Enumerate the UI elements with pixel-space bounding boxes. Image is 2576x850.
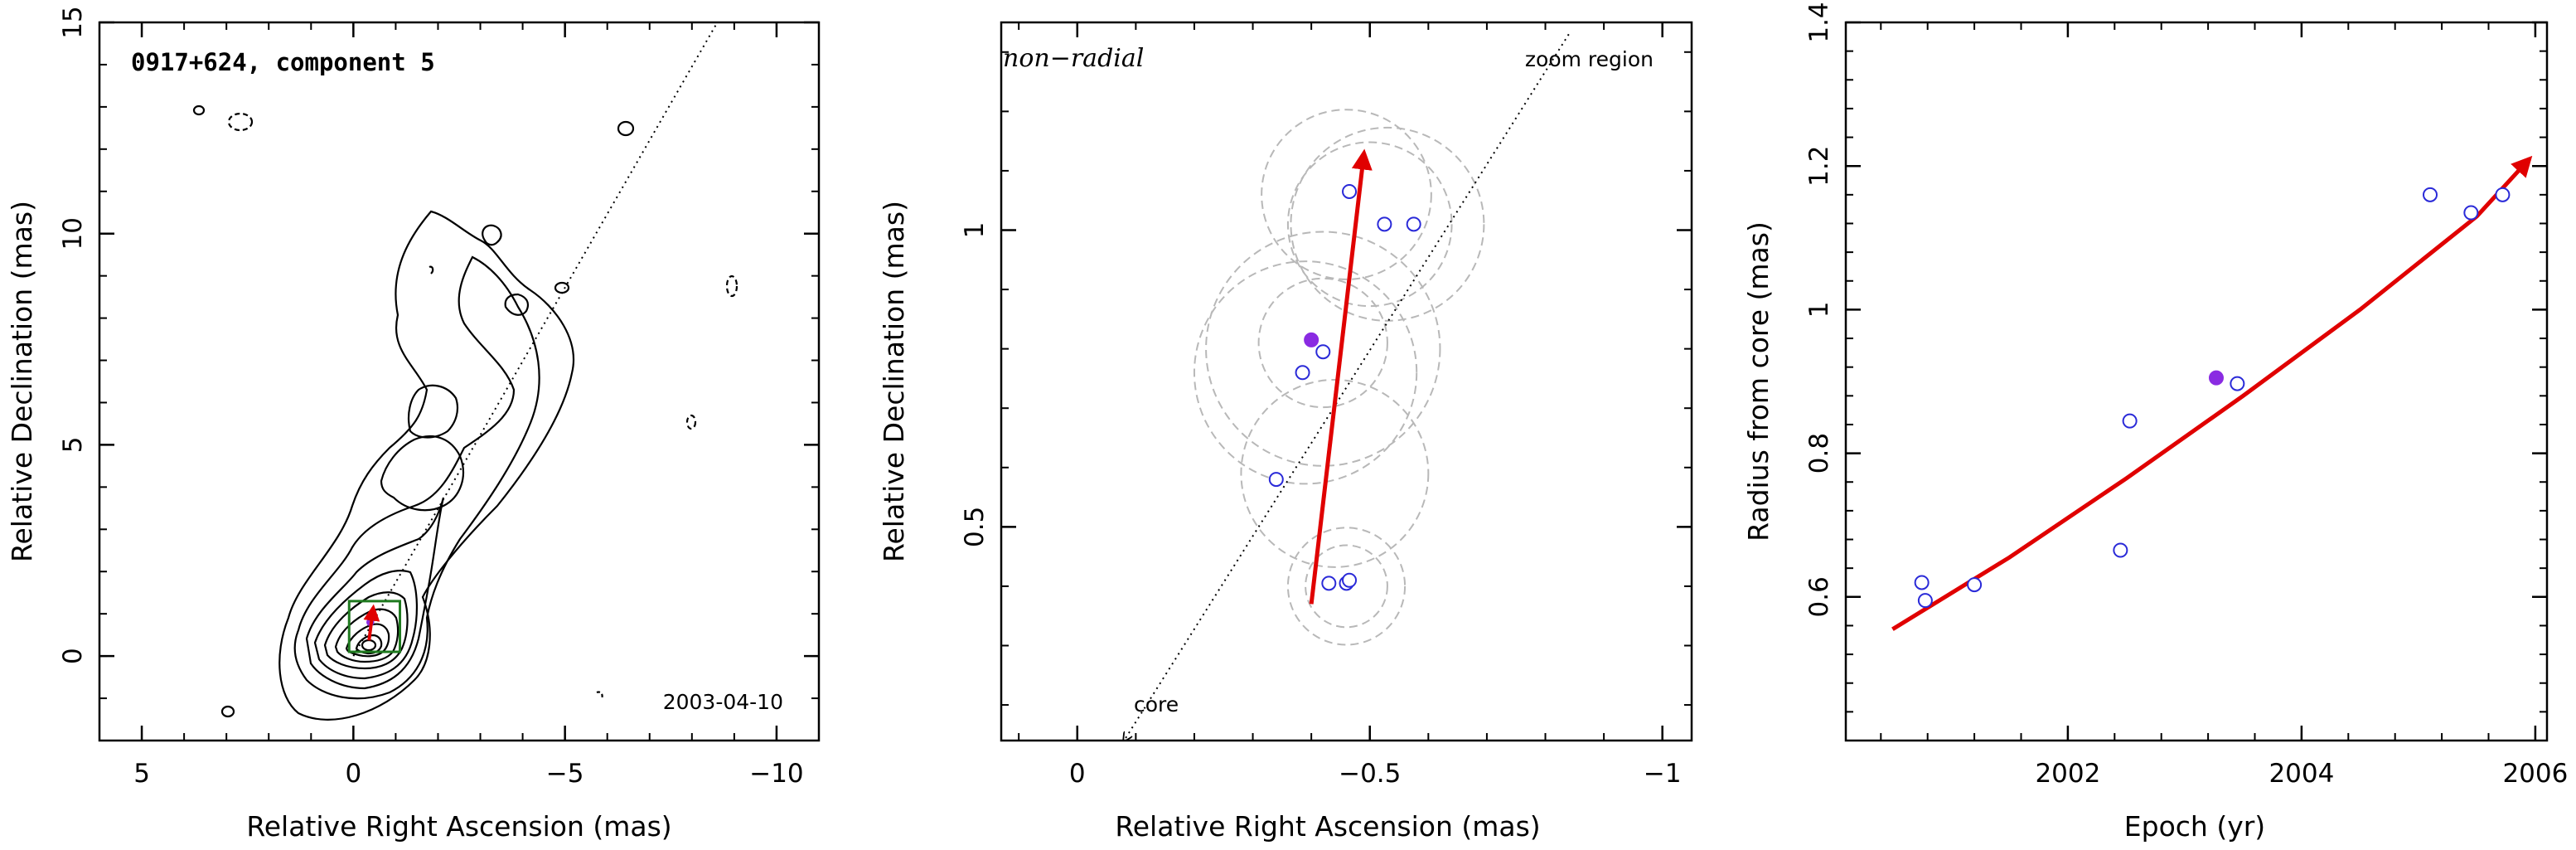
panel3-point (2423, 187, 2438, 202)
panel2-zoom-annotation: zoom region (1525, 47, 1654, 71)
panel3-point (1917, 593, 1933, 609)
panel3-ytick-label: 1.4 (1804, 2, 1834, 42)
panel3-point (1967, 577, 1983, 593)
panel2-error-circle (1240, 378, 1430, 568)
panel-radius-epoch: 2002 2004 2006 0.6 0.8 1 1.2 1.4 (1804, 2, 2568, 789)
panel1-xtick-label: −5 (546, 759, 584, 789)
panel3-frame (1844, 21, 2549, 742)
panel3-point (2463, 205, 2479, 221)
panel1-xtick-label: 5 (133, 759, 150, 789)
panel2-error-circle (1286, 527, 1407, 646)
panel2-xtick-label: −0.5 (1339, 759, 1401, 789)
panel3-point (2495, 187, 2511, 202)
panel2-error-circle (1290, 126, 1485, 322)
panel1-ytick-label: 15 (58, 6, 88, 38)
panel1-zoom-box (347, 600, 402, 653)
panel2-motion-vector (1309, 148, 1373, 605)
panel3-point (2230, 376, 2245, 391)
panel1-frame (98, 21, 821, 742)
panel3-point (1914, 575, 1930, 590)
panel1-xlabel: Relative Right Ascension (mas) (246, 810, 671, 843)
panel2-core-direction-line (1124, 33, 1570, 741)
panel2-ylabel: Relative Declination (mas) (878, 201, 910, 562)
panel1-ytick-label: 5 (58, 437, 88, 454)
panel2-error-circle (1257, 277, 1388, 409)
panel1-xtick-label: 0 (345, 759, 361, 789)
panel2-error-circle (1286, 141, 1453, 308)
panel2-xtick-label: −1 (1644, 759, 1682, 789)
panel1-ytick-label: 0 (58, 648, 88, 664)
panel1-ylabel: Relative Declination (mas) (6, 201, 38, 562)
panel3-point (2122, 413, 2138, 429)
panel2-point (1406, 216, 1421, 232)
panel2-point (1342, 572, 1358, 588)
panel2-error-circle (1305, 544, 1388, 629)
panel2-point (1295, 365, 1310, 381)
panel2-point (1377, 216, 1392, 232)
panel2-xlabel: Relative Right Ascension (mas) (1115, 810, 1540, 843)
panel2-point (1315, 344, 1331, 360)
panel3-xlabel: Epoch (yr) (2124, 810, 2265, 843)
panel2-frame (1000, 21, 1693, 742)
panel3-xtick-label: 2006 (2502, 759, 2568, 789)
panel2-error-circle (1193, 260, 1418, 485)
panel3-ytick-label: 0.8 (1804, 433, 1834, 474)
panel2-point (1268, 472, 1284, 488)
panel1-xtick-label: −10 (749, 759, 803, 789)
contour-image (192, 104, 738, 721)
panel3-ytick-label: 1.2 (1804, 146, 1834, 187)
panel1-core-direction-line (352, 22, 719, 657)
panel2-core-annotation: core (1134, 692, 1179, 716)
panel2-error-circle (1205, 231, 1441, 467)
panel3-ytick-label: 1 (1804, 302, 1834, 318)
panel3-xtick-label: 2002 (2035, 759, 2100, 789)
panel1-motion-vector (363, 604, 380, 641)
panel3-ylabel: Radius from core (mas) (1742, 221, 1775, 542)
panel1-ytick-label: 10 (58, 217, 88, 250)
panel3-ytick-label: 0.6 (1804, 576, 1834, 617)
panel2-ytick-label: 1 (960, 222, 990, 239)
panel3-point-filled (2208, 370, 2224, 386)
panel2-point (1321, 576, 1337, 591)
panel2-error-circle (1261, 109, 1432, 280)
panel2-point (1342, 183, 1358, 199)
panel1-date-annotation: 2003-04-10 (663, 690, 783, 714)
panel2-ytick-label: 0.5 (960, 507, 990, 547)
panel1-title: 0917+624, component 5 (131, 48, 435, 76)
panel2-title: non−radial (1003, 44, 1144, 73)
panel3-point (2113, 542, 2128, 558)
panel2-xtick-label: 0 (1069, 759, 1086, 789)
panel3-fit-curve (1891, 155, 2533, 631)
panel3-xtick-label: 2004 (2269, 759, 2334, 789)
panel2-point-filled (1304, 332, 1319, 347)
panel-contour-map: 5 0 −5 −10 0 5 10 15 (58, 6, 821, 789)
panel-zoom: 0 −0.5 −1 0.5 1 (960, 21, 1693, 789)
